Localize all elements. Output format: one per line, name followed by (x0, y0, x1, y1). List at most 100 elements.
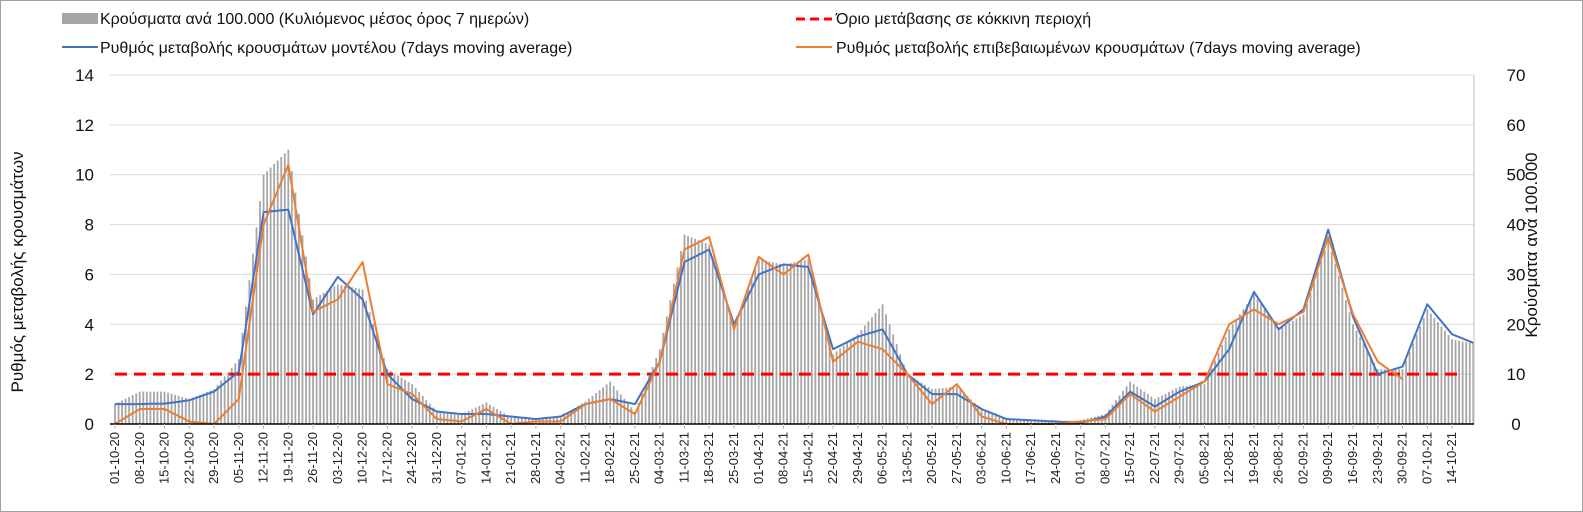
bar (757, 259, 760, 424)
bar (559, 416, 562, 424)
x-tick-label: 12-11-20 (256, 432, 271, 483)
bar (1005, 419, 1008, 424)
bar (347, 286, 350, 424)
bar (952, 386, 955, 424)
x-tick-label: 23-09-21 (1370, 432, 1385, 484)
bar (899, 354, 902, 424)
bar (326, 290, 329, 424)
bar (230, 367, 233, 424)
bar (924, 384, 926, 424)
y-tick-right-label: 20 (1507, 315, 1526, 334)
bar (651, 367, 654, 424)
x-tick-label: 08-07-21 (1097, 432, 1112, 484)
bar (941, 388, 944, 424)
y-tick-left-label: 14 (75, 66, 94, 85)
bar (135, 393, 138, 424)
bar (404, 379, 406, 424)
bar (298, 213, 300, 424)
bar (789, 263, 792, 424)
bar (1415, 334, 1418, 424)
bar (1444, 330, 1446, 424)
bar (754, 269, 757, 424)
bar (683, 234, 686, 424)
bar (743, 299, 746, 424)
bar (556, 416, 559, 424)
bar (669, 300, 672, 424)
bar (906, 374, 909, 424)
x-tick-label: 04-02-21 (553, 432, 568, 484)
bar (637, 402, 640, 424)
bar (237, 359, 240, 424)
bar (810, 273, 813, 424)
line-series (114, 163, 1474, 425)
bar (955, 386, 958, 424)
bar (895, 344, 898, 424)
bar (602, 387, 605, 424)
bar (1447, 334, 1450, 424)
bar (198, 394, 201, 424)
bar (1320, 260, 1323, 424)
bar (662, 332, 665, 424)
bar (970, 399, 972, 424)
bar (1192, 385, 1195, 424)
bar (1143, 391, 1146, 424)
bar (255, 227, 258, 424)
bar (630, 407, 633, 424)
bar (340, 285, 343, 424)
bar (259, 201, 261, 424)
bar (439, 411, 442, 424)
x-tick-label: 20-05-21 (924, 432, 939, 484)
bar (793, 262, 796, 424)
bar (336, 284, 339, 424)
bar (223, 376, 226, 424)
bar (1217, 352, 1220, 424)
x-tick-label: 14-01-21 (478, 432, 493, 484)
bar (1369, 356, 1372, 424)
bar (1380, 369, 1383, 424)
bar (138, 391, 141, 424)
bar (977, 405, 979, 424)
bar (1235, 319, 1238, 424)
bar (867, 321, 870, 424)
bar (835, 351, 838, 424)
bar (1033, 420, 1036, 424)
bar (1182, 386, 1185, 424)
bar (244, 306, 247, 424)
x-tick-label: 22-10-20 (181, 432, 196, 484)
bar (1306, 303, 1308, 424)
bar (213, 389, 215, 424)
bar (1337, 275, 1340, 424)
bar (641, 393, 643, 424)
x-tick-label: 07-10-21 (1419, 432, 1434, 484)
bar (1440, 326, 1443, 424)
bar (315, 297, 318, 424)
x-tick-label: 18-03-21 (701, 432, 716, 484)
y-tick-left-label: 2 (85, 365, 94, 384)
bar (117, 402, 120, 424)
bar (397, 375, 399, 424)
bar (1348, 312, 1351, 424)
bar (195, 396, 198, 424)
bar (269, 167, 272, 424)
bar (248, 280, 251, 424)
bar (308, 277, 311, 424)
bar (609, 381, 612, 424)
bar (418, 391, 421, 424)
bar (581, 403, 583, 424)
bar (1299, 316, 1301, 424)
bar (945, 387, 948, 424)
bar (680, 250, 682, 424)
x-tick-label: 22-07-21 (1147, 432, 1162, 484)
x-tick-label: 16-09-21 (1345, 432, 1360, 484)
bar (853, 337, 856, 424)
bar (1458, 340, 1461, 424)
bar (1125, 386, 1128, 424)
bar (1224, 337, 1227, 424)
legend: Κρούσματα ανά 100.000 (Κυλιόμενος μέσος … (62, 11, 1361, 57)
bar (821, 313, 824, 424)
bar (460, 414, 463, 424)
bar (902, 364, 905, 424)
bar (775, 263, 778, 424)
bar (711, 256, 714, 424)
y-tick-left-label: 12 (75, 116, 94, 135)
